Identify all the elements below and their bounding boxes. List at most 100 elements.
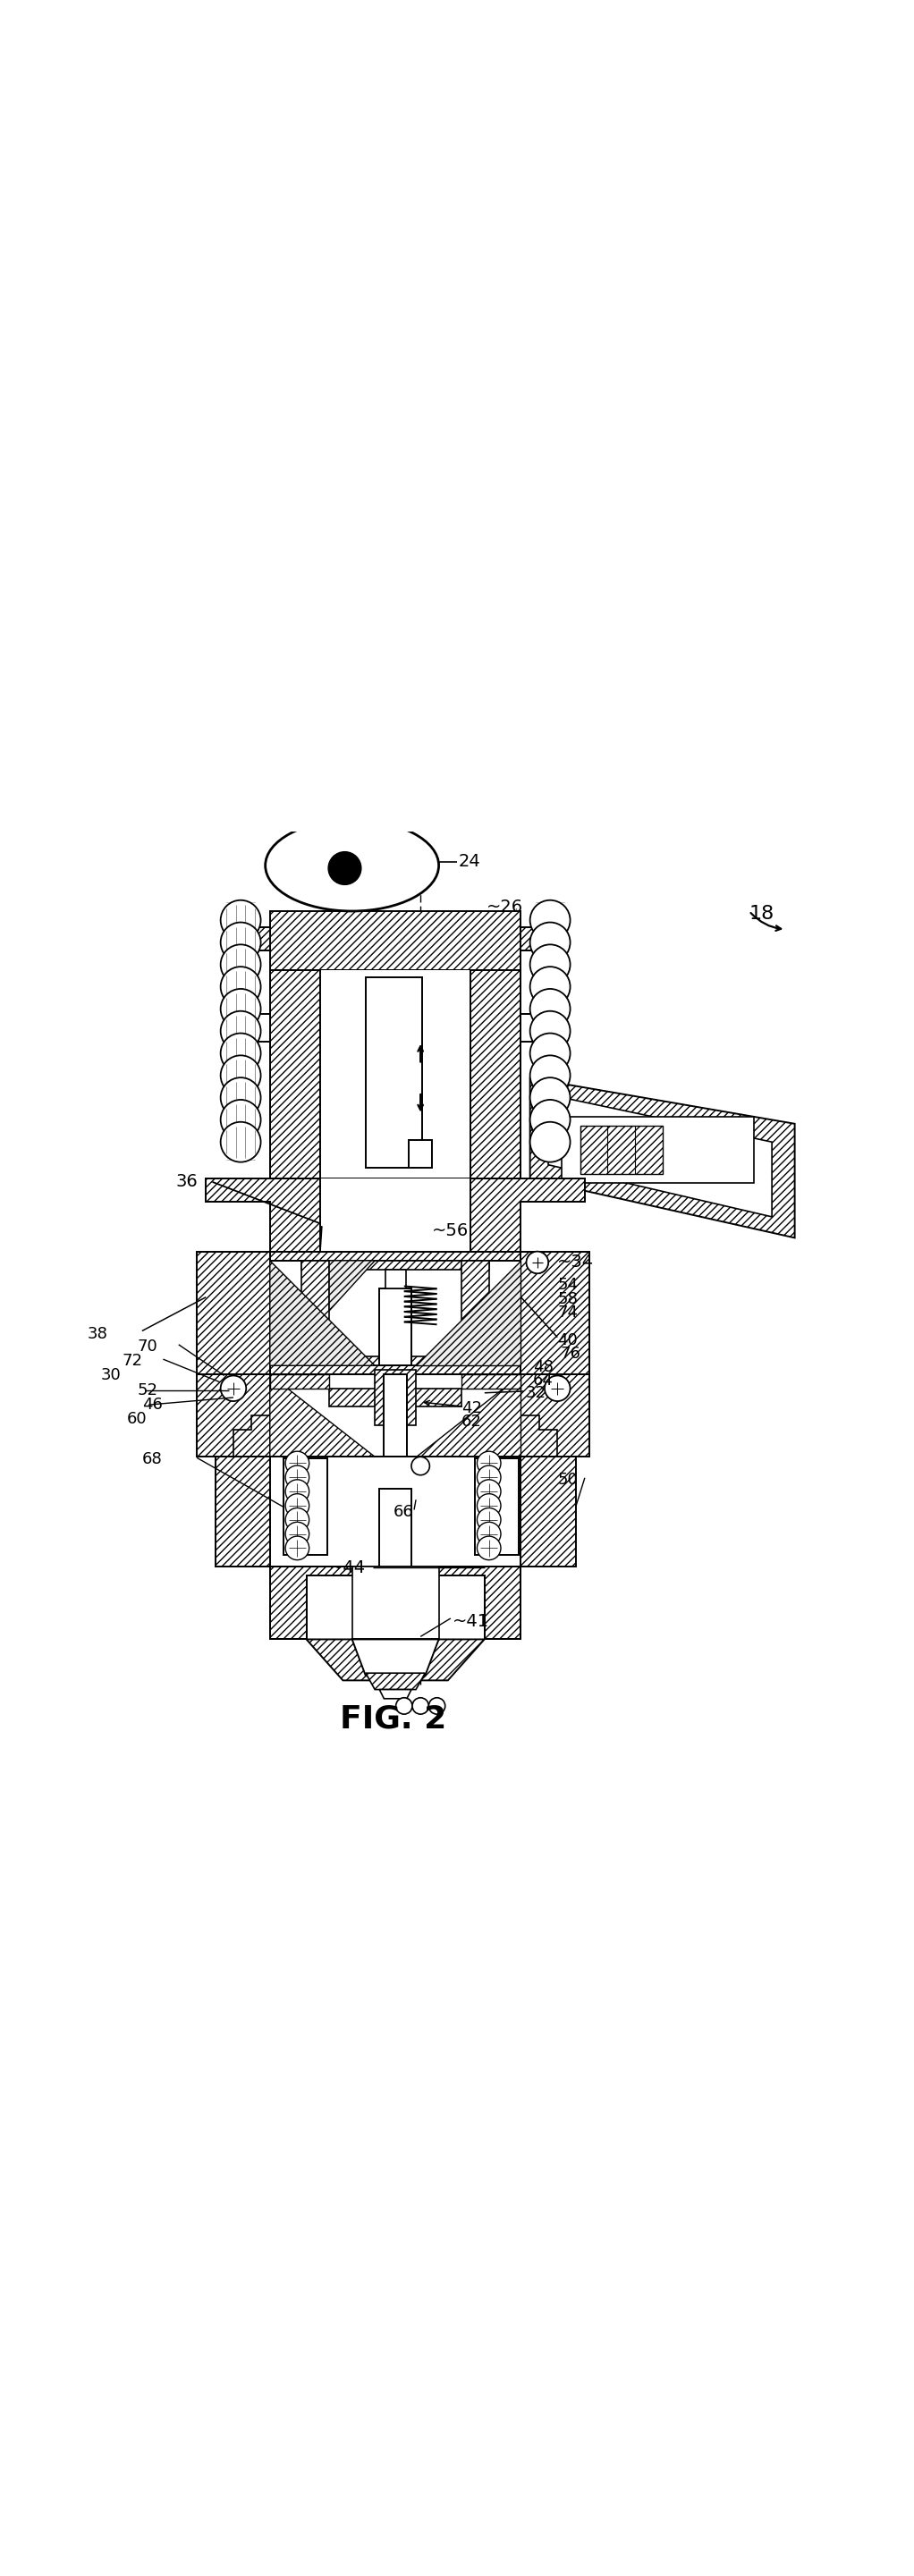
Polygon shape [302, 1260, 329, 1365]
Polygon shape [206, 1177, 585, 1252]
Bar [270, 1458, 521, 1566]
Circle shape [220, 1077, 260, 1118]
Bar [270, 1376, 521, 1458]
Bar [320, 971, 471, 1177]
Circle shape [285, 1479, 309, 1504]
Text: ~44: ~44 [329, 1558, 366, 1577]
Circle shape [285, 1494, 309, 1517]
Text: 64: 64 [533, 1373, 553, 1388]
Circle shape [220, 1056, 260, 1095]
Circle shape [285, 1450, 309, 1476]
Text: 74: 74 [558, 1303, 578, 1321]
Polygon shape [521, 1458, 576, 1566]
Circle shape [220, 1010, 260, 1051]
Polygon shape [416, 1376, 521, 1458]
Bar [366, 979, 422, 1167]
Polygon shape [233, 927, 270, 951]
Polygon shape [521, 1417, 558, 1458]
Polygon shape [270, 971, 320, 1177]
Circle shape [530, 899, 570, 940]
Text: 54: 54 [558, 1278, 578, 1293]
Circle shape [530, 966, 570, 1007]
Text: 42: 42 [462, 1401, 482, 1417]
Polygon shape [270, 1252, 521, 1260]
Polygon shape [302, 1358, 489, 1365]
Circle shape [396, 1698, 412, 1713]
Text: 38: 38 [88, 1327, 108, 1342]
Polygon shape [270, 1376, 375, 1458]
Text: 48: 48 [533, 1360, 553, 1376]
Text: 76: 76 [560, 1345, 580, 1363]
Bar [283, 1458, 327, 1553]
Polygon shape [375, 1370, 416, 1425]
Text: 72: 72 [122, 1352, 143, 1368]
Bar [475, 1458, 519, 1553]
Circle shape [220, 945, 260, 984]
Circle shape [285, 1522, 309, 1546]
Text: 30: 30 [101, 1368, 122, 1383]
Polygon shape [521, 1376, 590, 1458]
Polygon shape [521, 927, 558, 951]
Bar [270, 1260, 521, 1365]
Bar [384, 1376, 407, 1458]
Text: FIG. 2: FIG. 2 [340, 1703, 446, 1734]
Text: 62: 62 [462, 1414, 482, 1430]
Circle shape [220, 1100, 260, 1141]
Circle shape [530, 1123, 570, 1162]
Circle shape [220, 966, 260, 1007]
Polygon shape [270, 1566, 521, 1638]
Circle shape [411, 1458, 430, 1476]
Circle shape [477, 1494, 501, 1517]
Polygon shape [530, 1079, 794, 1239]
Text: 40: 40 [558, 1332, 578, 1347]
Polygon shape [197, 1376, 270, 1458]
Circle shape [530, 1033, 570, 1074]
Text: 18: 18 [749, 904, 774, 922]
Circle shape [530, 945, 570, 984]
Text: ~56: ~56 [431, 1221, 468, 1239]
Polygon shape [462, 1260, 489, 1365]
Polygon shape [302, 1260, 489, 1270]
Polygon shape [548, 1095, 772, 1216]
Circle shape [530, 1010, 570, 1051]
Bar [409, 1141, 432, 1167]
Circle shape [285, 1535, 309, 1561]
Circle shape [530, 1077, 570, 1118]
Bar [320, 1177, 471, 1252]
Text: 50: 50 [558, 1471, 578, 1489]
Polygon shape [521, 1252, 590, 1376]
Circle shape [530, 922, 570, 963]
Circle shape [530, 1100, 570, 1141]
Circle shape [477, 1479, 501, 1504]
Circle shape [526, 1252, 548, 1273]
Circle shape [477, 1507, 501, 1533]
Polygon shape [270, 1365, 521, 1376]
Circle shape [429, 1698, 445, 1713]
Polygon shape [270, 1376, 329, 1388]
Polygon shape [270, 1260, 375, 1365]
Bar [386, 1270, 406, 1288]
Circle shape [220, 989, 260, 1028]
Text: 24: 24 [459, 853, 481, 871]
Text: 32: 32 [526, 1386, 546, 1401]
Text: ~41: ~41 [452, 1613, 489, 1631]
Polygon shape [306, 1638, 484, 1680]
Bar [379, 1288, 411, 1365]
Bar [379, 1489, 411, 1566]
Circle shape [220, 922, 260, 963]
Text: 58: 58 [558, 1291, 578, 1306]
Text: 66: 66 [393, 1504, 413, 1520]
Circle shape [412, 1698, 429, 1713]
Circle shape [285, 1507, 309, 1533]
Circle shape [477, 1522, 501, 1546]
Text: 52: 52 [137, 1383, 158, 1399]
Text: ~26: ~26 [486, 899, 523, 917]
Polygon shape [379, 1690, 411, 1698]
Text: 68: 68 [142, 1450, 163, 1468]
Text: 36: 36 [175, 1172, 198, 1190]
Ellipse shape [265, 819, 439, 912]
Bar [562, 1115, 754, 1182]
Circle shape [220, 1033, 260, 1074]
Circle shape [530, 989, 570, 1028]
Polygon shape [462, 1376, 521, 1388]
